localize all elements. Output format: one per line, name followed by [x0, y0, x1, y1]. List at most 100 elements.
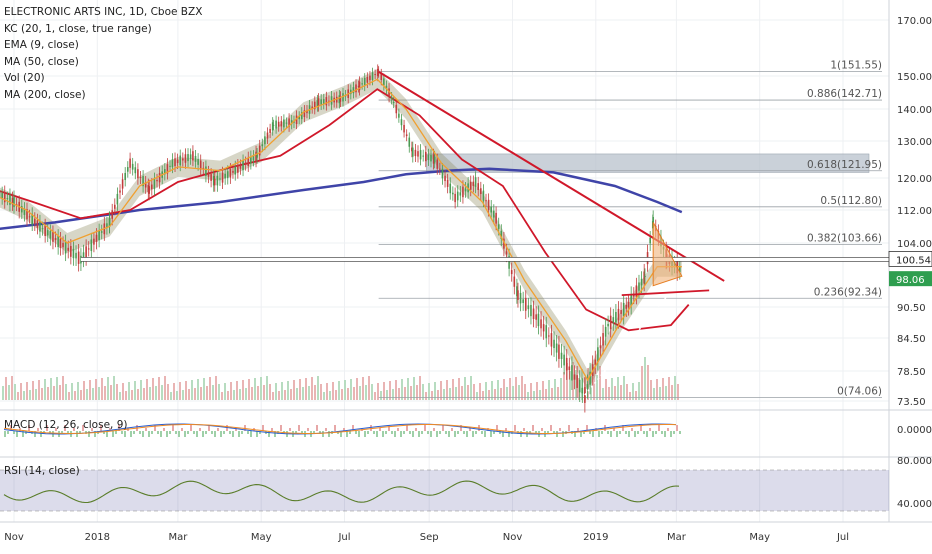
- candle-body: [436, 160, 438, 169]
- volume-bar: [179, 382, 181, 400]
- macd-histogram-bar: [241, 431, 243, 434]
- price-axis-tick: 112.00: [897, 206, 932, 217]
- macd-histogram-bar: [451, 428, 453, 431]
- volume-bar: [263, 385, 265, 400]
- volume-bar: [386, 390, 388, 400]
- candle-body: [514, 277, 516, 287]
- volume-bar: [605, 379, 607, 400]
- candle-body: [151, 185, 153, 190]
- macd-histogram-bar: [364, 431, 366, 437]
- candle-body: [398, 114, 400, 118]
- price-tag-last: 98.06: [896, 275, 925, 286]
- volume-bar: [344, 380, 346, 400]
- volume-bar: [2, 386, 4, 400]
- macd-histogram-bar: [397, 428, 399, 431]
- macd-histogram-bar: [289, 428, 291, 431]
- macd-histogram-bar: [382, 431, 384, 437]
- volume-bar: [188, 389, 190, 400]
- macd-histogram-bar: [406, 425, 408, 431]
- candle-body: [154, 179, 156, 189]
- volume-bar: [110, 385, 112, 400]
- macd-histogram-bar: [619, 431, 621, 434]
- candle-body: [320, 99, 322, 104]
- volume-bar: [173, 383, 175, 400]
- volume-bar: [56, 377, 58, 400]
- macd-histogram-bar: [160, 431, 162, 437]
- macd-histogram-bar: [607, 431, 609, 434]
- macd-histogram-bar: [130, 431, 132, 437]
- candle-body: [210, 174, 212, 181]
- candle-body: [530, 305, 532, 316]
- macd-histogram-bar: [652, 431, 654, 437]
- candle-body: [473, 182, 475, 186]
- macd-histogram-bar: [379, 428, 381, 431]
- volume-bar: [5, 377, 7, 400]
- macd-histogram-bar: [673, 431, 675, 434]
- macd-histogram-bar: [490, 431, 492, 437]
- candle-body: [60, 239, 62, 248]
- candle-body: [156, 180, 158, 181]
- candle-body: [493, 211, 495, 218]
- volume-bar: [407, 378, 409, 400]
- volume-bar: [329, 391, 331, 400]
- time-axis-tick: Mar: [168, 532, 188, 543]
- volume-bar: [251, 387, 253, 400]
- candle-body: [122, 179, 124, 188]
- macd-histogram-bar: [328, 431, 330, 437]
- candle-body: [326, 97, 328, 105]
- volume-bar: [659, 387, 661, 400]
- macd-histogram-bar: [430, 431, 432, 437]
- time-axis-tick: May: [251, 532, 272, 543]
- volume-bar: [191, 380, 193, 400]
- price-axis-tick: 170.00: [897, 16, 932, 27]
- candle-body: [628, 302, 630, 307]
- macd-axis-tick: 0.0000: [897, 425, 932, 436]
- candle-body: [600, 345, 602, 348]
- volume-bar: [92, 388, 94, 400]
- volume-bar: [398, 388, 400, 400]
- macd-histogram-bar: [169, 431, 171, 434]
- macd-histogram-bar: [205, 431, 207, 434]
- macd-histogram-bar: [307, 428, 309, 431]
- macd-histogram-bar: [484, 431, 486, 437]
- candle-body: [610, 316, 612, 330]
- volume-bar: [482, 391, 484, 400]
- candle-body: [490, 206, 492, 212]
- macd-histogram-bar: [466, 431, 468, 437]
- macd-histogram-bar: [631, 428, 633, 431]
- rsi-axis-tick: 80.0000: [897, 456, 932, 467]
- time-axis-tick: Sep: [420, 532, 439, 543]
- candle-body: [543, 324, 545, 331]
- volume-bar: [314, 385, 316, 400]
- candle-body: [159, 173, 161, 182]
- volume-bar: [368, 376, 370, 400]
- macd-histogram-bar: [679, 431, 681, 434]
- volume-bar: [137, 389, 139, 400]
- macd-histogram-bar: [424, 425, 426, 431]
- volume-bar: [650, 380, 652, 400]
- volume-bar: [254, 378, 256, 400]
- volume-bar: [476, 392, 478, 400]
- candle-body: [222, 173, 224, 183]
- volume-bar: [362, 377, 364, 400]
- macd-histogram-bar: [13, 431, 15, 434]
- macd-histogram-bar: [598, 431, 600, 437]
- time-axis-tick: Jul: [836, 532, 849, 543]
- candle-body: [401, 119, 403, 125]
- candle-body: [372, 72, 374, 80]
- candle-body: [545, 325, 547, 338]
- candle-body: [187, 154, 189, 161]
- volume-bar: [200, 387, 202, 400]
- macd-histogram-bar: [223, 431, 225, 434]
- macd-histogram-bar: [412, 431, 414, 437]
- candle-body: [148, 186, 150, 194]
- legend-ema: EMA (9, close): [4, 37, 202, 54]
- candle-body: [449, 184, 451, 194]
- volume-bar: [269, 384, 271, 400]
- macd-histogram-bar: [643, 431, 645, 434]
- macd-histogram-bar: [232, 431, 234, 437]
- candle-body: [101, 231, 103, 232]
- macd-histogram-bar: [187, 431, 189, 434]
- macd-histogram-bar: [280, 425, 282, 431]
- volume-bar: [452, 379, 454, 400]
